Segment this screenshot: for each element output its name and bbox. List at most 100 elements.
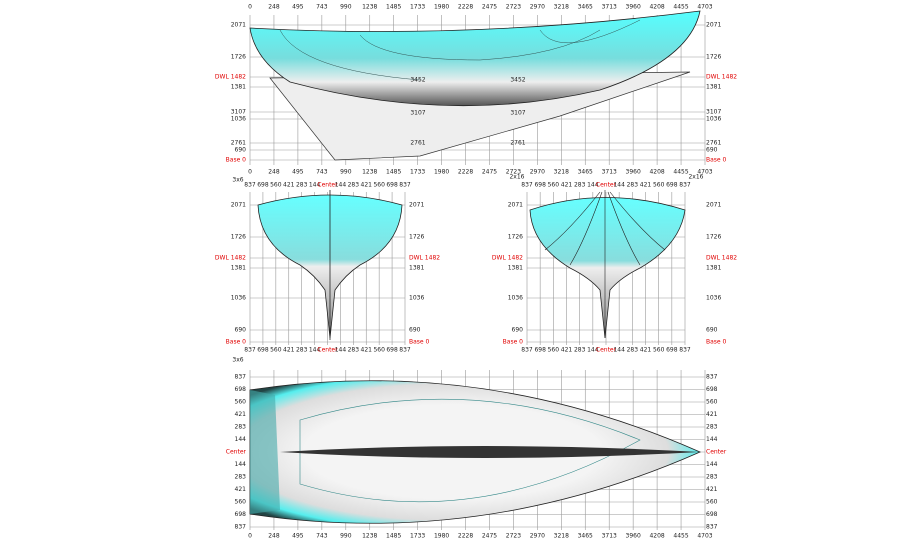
tick-label: 1980 — [434, 4, 449, 11]
tick-label: 1381 — [231, 84, 246, 91]
tick-label: 4208 — [649, 533, 664, 540]
tick-label: 1036 — [231, 116, 246, 123]
tick-label: 837 — [244, 347, 256, 354]
tick-label: 837 — [235, 524, 247, 531]
tick-label: 3960 — [626, 533, 641, 540]
tick-label: 283 — [627, 182, 639, 189]
tick-label: 283 — [627, 347, 639, 354]
tick-label: 2761 — [510, 140, 525, 147]
tick-label: 3107 — [510, 110, 525, 117]
tick-label: 2071 — [409, 202, 424, 209]
tick-label: 283 — [348, 347, 360, 354]
tick-label: Base 0 — [226, 157, 247, 164]
tick-label: 3107 — [706, 109, 721, 116]
tick-label: 4208 — [649, 169, 664, 176]
tick-label: 1381 — [706, 84, 721, 91]
tick-label: 698 — [235, 386, 247, 393]
station-lines — [544, 190, 666, 338]
tick-label: 560 — [653, 347, 665, 354]
body-view-left — [257, 190, 403, 340]
tick-label: 3713 — [602, 533, 617, 540]
tick-label: 1238 — [362, 169, 377, 176]
tick-label: 421 — [561, 182, 573, 189]
tick-label: 283 — [235, 474, 247, 481]
tick-label: 837 — [679, 182, 691, 189]
transom — [250, 390, 280, 514]
tick-label: 3465 — [578, 169, 593, 176]
tick-label: DWL 1482 — [215, 255, 246, 262]
tick-label: 248 — [268, 169, 280, 176]
tick-label: 1036 — [231, 295, 246, 302]
tick-label: 837 — [706, 374, 718, 381]
tick-label: 3713 — [602, 169, 617, 176]
tick-label: 421 — [706, 411, 718, 418]
tick-label: Center — [226, 449, 247, 456]
tick-label: 144 — [235, 461, 247, 468]
tick-label: 560 — [548, 347, 560, 354]
tick-label: 0 — [248, 4, 252, 11]
tick-label: 690 — [706, 327, 718, 334]
keel-plan — [280, 446, 700, 458]
tick-label: 3107 — [231, 109, 246, 116]
tick-label: Center — [596, 182, 617, 189]
tick-label: 421 — [283, 347, 295, 354]
tick-label: 144 — [235, 436, 247, 443]
tick-label: 421 — [561, 347, 573, 354]
tick-label: 560 — [706, 399, 718, 406]
tick-label: 144 — [706, 436, 718, 443]
tick-label: 698 — [257, 182, 269, 189]
tick-label: 698 — [235, 511, 247, 518]
tick-label: 1733 — [410, 533, 425, 540]
tick-label: 0 — [248, 169, 252, 176]
tick-label: 1036 — [706, 295, 721, 302]
tick-label: 3960 — [626, 4, 641, 11]
tick-label: 4703 — [697, 169, 712, 176]
tick-label: 3960 — [626, 169, 641, 176]
tick-label: 690 — [706, 147, 718, 154]
tick-label: 1381 — [706, 265, 721, 272]
tick-label: Base 0 — [706, 339, 727, 346]
labels: 0 248 495 743 990 1238 1485 1733 1980 2228 2475 272… — [215, 4, 737, 540]
tick-label: 3x6 — [232, 177, 243, 184]
tick-label: Center — [596, 347, 617, 354]
tick-label: 560 — [548, 182, 560, 189]
tick-label: 495 — [292, 169, 304, 176]
tick-label: 144 — [706, 461, 718, 468]
tick-label: 1485 — [386, 533, 401, 540]
tick-label: 283 — [296, 182, 308, 189]
tick-label: 2723 — [506, 4, 521, 11]
tick-label: 421 — [361, 347, 373, 354]
tick-label: 2071 — [508, 202, 523, 209]
tick-label: 837 — [521, 347, 533, 354]
tick-label: 990 — [340, 533, 352, 540]
tick-label: 2761 — [410, 140, 425, 147]
tick-label: 144 — [335, 347, 347, 354]
tick-label: 3465 — [578, 533, 593, 540]
tick-label: 1980 — [434, 533, 449, 540]
tick-label: 743 — [316, 4, 328, 11]
tick-label: 1726 — [409, 234, 424, 241]
tick-label: 283 — [706, 474, 718, 481]
tick-label: Base 0 — [503, 339, 524, 346]
waterlines — [279, 19, 641, 81]
tick-label: 560 — [270, 182, 282, 189]
waterline-plan — [299, 398, 641, 503]
tick-label: 3465 — [578, 4, 593, 11]
plan-view — [249, 380, 701, 524]
tick-label: 4703 — [697, 4, 712, 11]
tick-label: 421 — [706, 486, 718, 493]
tick-label: 837 — [521, 182, 533, 189]
tick-label: Center — [317, 347, 338, 354]
tick-label: 3218 — [554, 169, 569, 176]
tick-label: 690 — [235, 147, 247, 154]
hull-section-fwd — [529, 197, 686, 339]
tick-label: 1238 — [362, 533, 377, 540]
tick-label: DWL 1482 — [706, 74, 737, 81]
tick-label: 144 — [335, 182, 347, 189]
tick-label: 2970 — [530, 533, 545, 540]
tick-label: 837 — [679, 347, 691, 354]
tick-label: 144 — [309, 182, 321, 189]
tick-label: 2761 — [706, 140, 721, 147]
tick-label: 698 — [666, 347, 678, 354]
